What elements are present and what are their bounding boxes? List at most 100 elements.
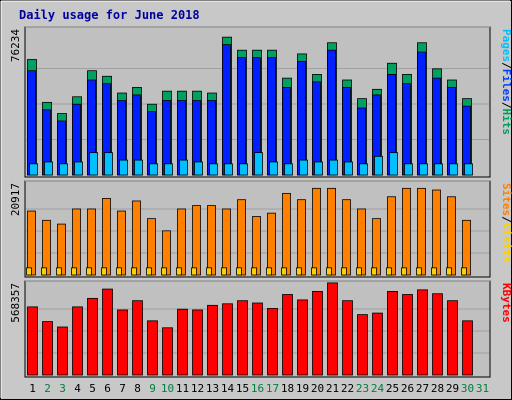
bar-visits xyxy=(357,208,366,276)
bar-visits xyxy=(312,187,321,276)
bar-sites xyxy=(26,267,32,276)
bar-pages xyxy=(29,163,38,176)
bar-kbytes xyxy=(102,288,113,376)
bar-files xyxy=(282,87,291,176)
bar-visits xyxy=(117,210,126,276)
bar-sites xyxy=(341,267,347,276)
bar-visits xyxy=(57,223,66,276)
bar-kbytes xyxy=(252,302,263,376)
bar-sites xyxy=(446,267,452,276)
x-tick-label: 15 xyxy=(236,382,249,395)
bar-pages xyxy=(269,161,278,176)
bar-visits xyxy=(327,187,336,276)
bar-visits xyxy=(267,212,276,276)
bar-pages xyxy=(134,159,143,176)
bar-sites xyxy=(281,267,287,276)
bar-files xyxy=(417,51,426,176)
bar-kbytes xyxy=(42,321,53,376)
bar-sites xyxy=(86,267,92,276)
bar-files xyxy=(222,44,231,176)
bar-kbytes xyxy=(357,314,368,376)
bar-visits xyxy=(132,200,141,276)
bar-visits xyxy=(432,189,441,276)
panel-visits-sites: 20917 Sites/Visits xyxy=(9,180,512,278)
bar-sites xyxy=(266,267,272,276)
bar-pages xyxy=(44,161,53,176)
legend-entry: / xyxy=(500,216,512,223)
bar-sites xyxy=(371,267,377,276)
bar-kbytes xyxy=(162,327,173,376)
bar-visits xyxy=(177,208,186,276)
bar-sites xyxy=(416,267,422,276)
bar-kbytes xyxy=(462,320,473,376)
bar-pages xyxy=(149,163,158,176)
x-tick-label: 26 xyxy=(401,382,414,395)
x-tick-label: 4 xyxy=(74,382,81,395)
bar-visits xyxy=(462,219,471,276)
bar-files xyxy=(237,57,246,176)
bar-sites xyxy=(221,267,227,276)
bar-kbytes xyxy=(57,326,68,376)
bar-sites xyxy=(206,267,212,276)
bar-visits xyxy=(72,208,81,276)
bar-pages xyxy=(404,163,413,176)
y-max-label: 76234 xyxy=(9,29,22,62)
x-tick-label: 12 xyxy=(191,382,204,395)
x-tick-label: 21 xyxy=(326,382,339,395)
bar-pages xyxy=(209,163,218,176)
bar-sites xyxy=(311,267,317,276)
bar-kbytes xyxy=(72,306,83,376)
y-max-label: 568357 xyxy=(9,283,22,323)
bar-kbytes xyxy=(207,304,218,376)
bar-visits xyxy=(417,187,426,276)
x-tick-label: 19 xyxy=(296,382,309,395)
bar-pages xyxy=(59,163,68,176)
bar-kbytes xyxy=(117,309,128,376)
bar-pages xyxy=(374,155,383,176)
bar-pages xyxy=(254,152,263,176)
x-tick-label: 31 xyxy=(476,382,489,395)
bar-sites xyxy=(116,267,122,276)
bar-sites xyxy=(326,267,332,276)
x-tick-label: 8 xyxy=(134,382,141,395)
bar-kbytes xyxy=(342,300,353,376)
bar-kbytes xyxy=(447,300,458,376)
bar-files xyxy=(312,81,321,176)
bar-pages xyxy=(224,163,233,176)
bar-sites xyxy=(176,267,182,276)
bar-pages xyxy=(119,159,128,176)
x-tick-label: 24 xyxy=(371,382,385,395)
bar-pages xyxy=(389,152,398,176)
bar-sites xyxy=(101,267,107,276)
x-tick-label: 22 xyxy=(341,382,354,395)
x-tick-label: 3 xyxy=(59,382,66,395)
bar-pages xyxy=(194,161,203,176)
x-tick-label: 9 xyxy=(149,382,156,395)
bar-visits xyxy=(102,198,111,276)
x-tick-label: 27 xyxy=(416,382,429,395)
x-tick-label: 2 xyxy=(44,382,51,395)
bar-visits xyxy=(447,196,456,276)
bar-kbytes xyxy=(327,282,338,376)
bar-sites xyxy=(296,267,302,276)
legend-entry: Files xyxy=(500,69,512,102)
bar-kbytes xyxy=(297,299,308,376)
bar-visits xyxy=(387,196,396,276)
bar-kbytes xyxy=(402,294,413,376)
bar-visits xyxy=(222,208,231,276)
bar-visits xyxy=(87,208,96,276)
bar-pages xyxy=(284,163,293,176)
bar-kbytes xyxy=(282,294,293,376)
x-tick-label: 10 xyxy=(161,382,174,395)
bar-files xyxy=(432,77,441,176)
legend-entry: / xyxy=(500,102,512,109)
bar-visits xyxy=(192,205,201,276)
bar-visits xyxy=(342,199,351,276)
bar-visits xyxy=(297,199,306,276)
bar-sites xyxy=(356,267,362,276)
x-tick-label: 7 xyxy=(119,382,126,395)
bar-kbytes xyxy=(312,290,323,376)
bar-kbytes xyxy=(87,297,98,376)
bar-kbytes xyxy=(372,312,383,376)
bar-sites xyxy=(386,267,392,276)
